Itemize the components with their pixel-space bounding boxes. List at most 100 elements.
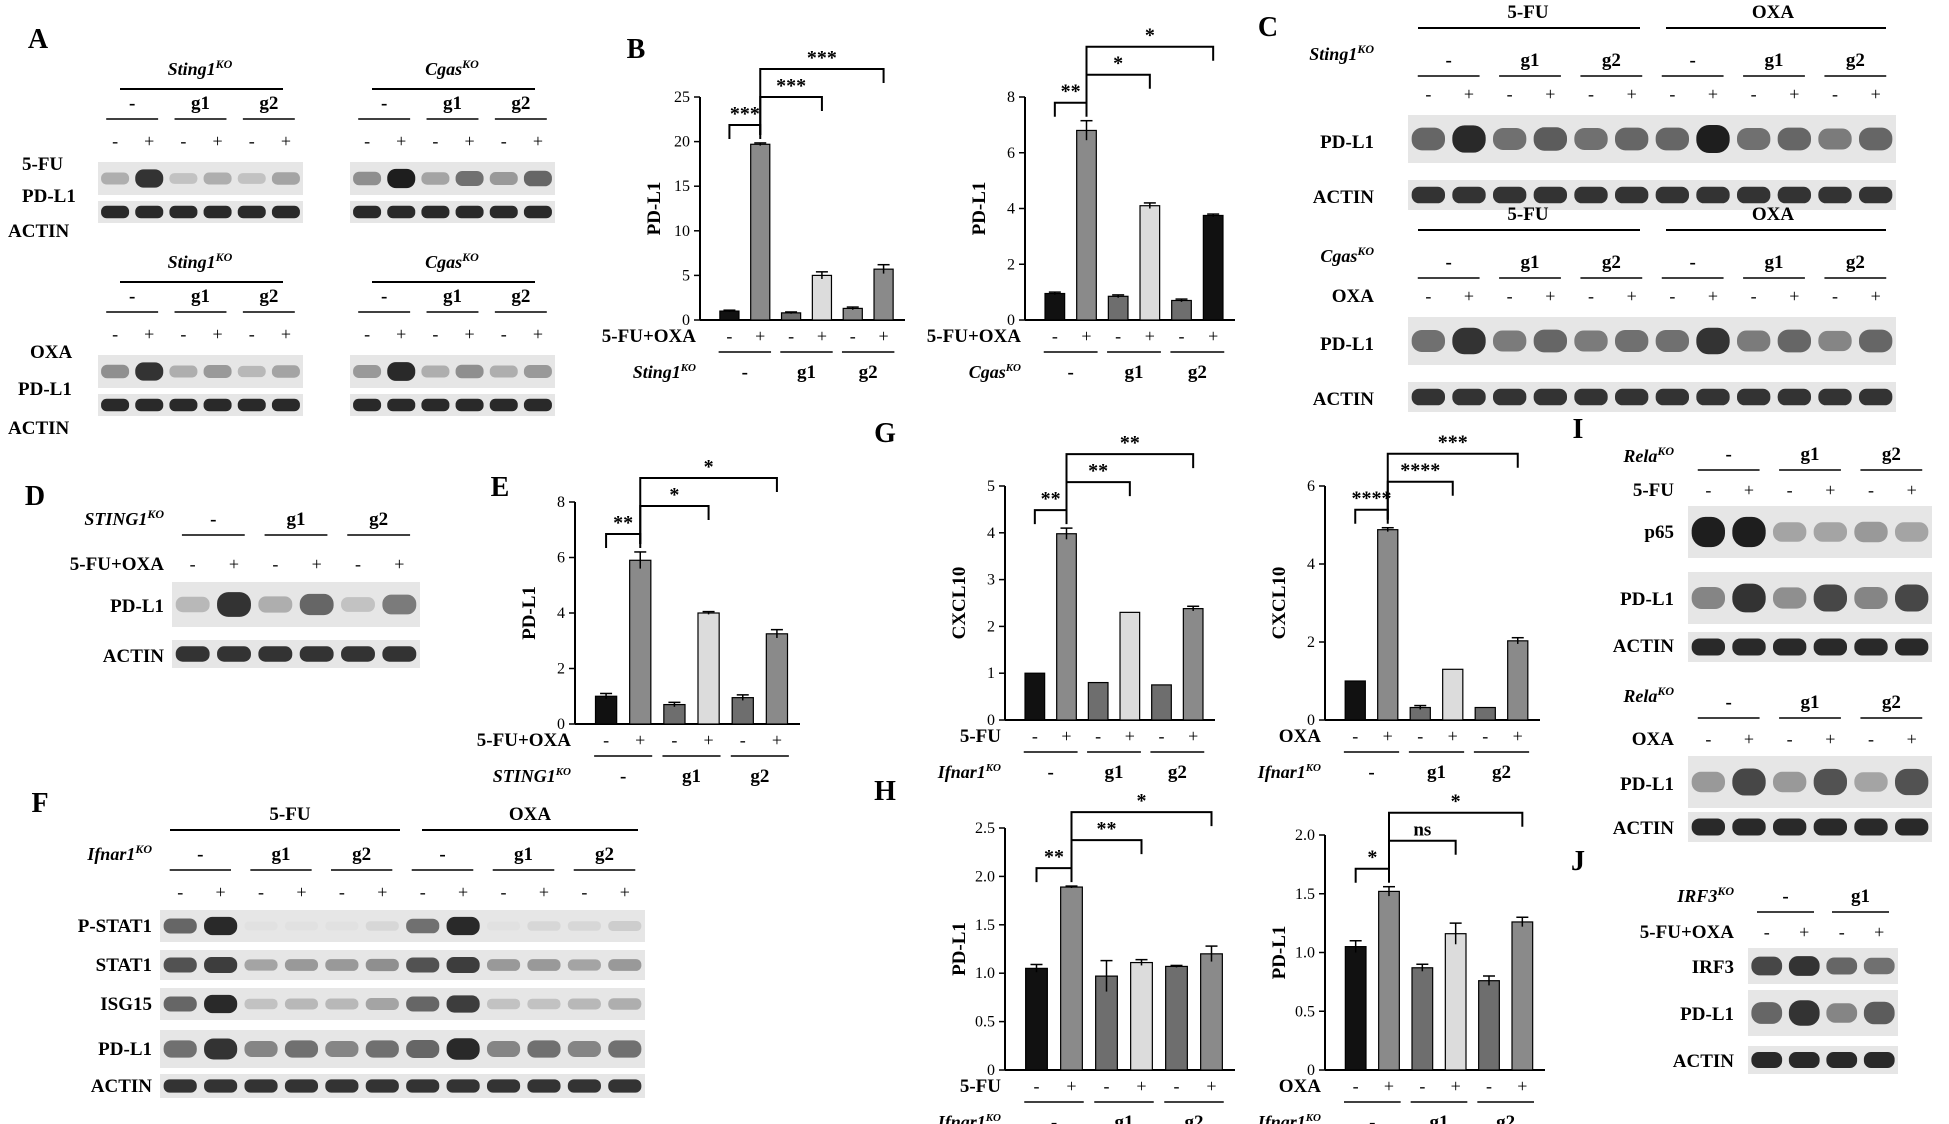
d-treatment-row: - + - + - + bbox=[190, 554, 405, 574]
blot-band bbox=[406, 957, 440, 973]
blot-band bbox=[446, 1038, 480, 1060]
f-knockout-title: Ifnar1KO bbox=[86, 842, 152, 864]
treatment-sign: - bbox=[1832, 84, 1838, 104]
bar bbox=[1411, 967, 1434, 1071]
blot-band bbox=[175, 646, 210, 662]
blot-band bbox=[567, 998, 601, 1010]
treatment-sign: + bbox=[144, 324, 154, 344]
a-cgas-oxa-pdl1-row bbox=[350, 355, 555, 388]
blot-band bbox=[406, 1040, 440, 1058]
a-cgas-oxa-knockout-title: CgasKO bbox=[425, 250, 479, 272]
blot-band bbox=[1736, 186, 1771, 204]
treatment-sign: - bbox=[249, 324, 255, 344]
blot-band bbox=[204, 916, 238, 936]
treatment-sign: - bbox=[1751, 286, 1757, 306]
blot-band bbox=[341, 597, 375, 612]
y-axis-label: PD-L1 bbox=[1269, 926, 1290, 980]
blot-band bbox=[1751, 1052, 1783, 1068]
treatment-sign: - bbox=[249, 131, 255, 151]
blot-band bbox=[1574, 186, 1608, 204]
blot-band bbox=[1813, 638, 1848, 656]
bar bbox=[1060, 886, 1083, 1071]
f-row-3 bbox=[160, 1030, 645, 1068]
bar bbox=[1056, 533, 1077, 721]
bar bbox=[1444, 933, 1467, 1071]
treatment-sign: + bbox=[755, 326, 765, 346]
blot-band bbox=[1492, 128, 1527, 150]
blot-band bbox=[237, 205, 266, 219]
group-label: g2 bbox=[1168, 762, 1187, 783]
blot-band bbox=[1854, 772, 1888, 792]
significance-label: ** bbox=[1061, 81, 1081, 103]
treatment-sign: + bbox=[704, 730, 714, 750]
j-actin-label: ACTIN bbox=[1673, 1051, 1735, 1072]
treatment-sign: - bbox=[1588, 84, 1594, 104]
treatment-sign: + bbox=[1825, 480, 1835, 500]
bar bbox=[1182, 608, 1204, 721]
blot-band bbox=[567, 1079, 601, 1093]
blot-membrane bbox=[350, 355, 555, 388]
treatment-sign: + bbox=[144, 131, 154, 151]
treatment-sign: - bbox=[1159, 726, 1165, 746]
blot-band bbox=[244, 959, 278, 971]
a-sting1-5fu-knockout-title: Sting1KO bbox=[168, 57, 233, 79]
y-tick-label: 0 bbox=[1007, 312, 1015, 329]
blot-band bbox=[489, 205, 518, 219]
y-tick-label: 0 bbox=[1307, 712, 1315, 729]
f-row-label-0: P-STAT1 bbox=[78, 916, 152, 937]
treatment-sign: + bbox=[213, 324, 223, 344]
c-sting1-actin-row bbox=[1408, 180, 1896, 210]
significance-bracket bbox=[1053, 101, 1088, 117]
group-label: g2 bbox=[1185, 1112, 1204, 1124]
treatment-sign: - bbox=[1787, 480, 1793, 500]
treatment-sign: + bbox=[394, 554, 404, 574]
blot-membrane bbox=[98, 355, 303, 388]
blot-membrane bbox=[1688, 812, 1932, 842]
treatment-sign: - bbox=[180, 324, 186, 344]
c-cgas-5fu-group-label: g2 bbox=[1602, 252, 1621, 273]
i2-group-label: - bbox=[1726, 692, 1732, 713]
y-tick-label: 15 bbox=[674, 178, 690, 195]
treatment-sign: + bbox=[1208, 326, 1218, 346]
bar bbox=[1165, 965, 1188, 1071]
bar-chart-H1: 00.51.01.52.02.5PD-L1*****5-FU - + - + - +- g1 g… bbox=[937, 790, 1235, 1124]
blot-band bbox=[237, 173, 266, 184]
bar bbox=[1076, 129, 1097, 321]
y-tick-label: 4 bbox=[1007, 201, 1015, 218]
blot-band bbox=[284, 998, 319, 1010]
significance-label: ns bbox=[1413, 820, 1431, 841]
a-cgas-5fu-knockout-title: CgasKO bbox=[425, 57, 479, 79]
blot-band bbox=[608, 998, 642, 1010]
blot-band bbox=[446, 956, 480, 974]
y-axis-label: CXCL10 bbox=[949, 567, 970, 640]
blot-membrane bbox=[350, 162, 555, 195]
treatment-sign: - bbox=[1868, 480, 1874, 500]
significance-label: *** bbox=[1438, 432, 1468, 454]
a-sting1-5fu-actin-row bbox=[98, 201, 303, 223]
blot-band bbox=[1826, 1003, 1858, 1023]
blot-band bbox=[455, 398, 484, 412]
significance-bracket bbox=[639, 476, 778, 544]
treatment-sign: - bbox=[788, 326, 794, 346]
blot-band bbox=[1894, 522, 1929, 542]
blot-band bbox=[1696, 186, 1730, 204]
significance-bracket bbox=[1386, 452, 1519, 520]
bar bbox=[1087, 681, 1109, 721]
blot-band bbox=[1858, 186, 1893, 204]
blot-band bbox=[237, 365, 266, 378]
i2-treatment-row: - + - + - + bbox=[1705, 729, 1916, 749]
treatment-sign: - bbox=[355, 554, 361, 574]
i-p65-label: p65 bbox=[1644, 522, 1674, 543]
bar bbox=[1130, 961, 1153, 1071]
blot-band bbox=[271, 398, 300, 412]
f-treatment-row: - + - + - + - + - + - + bbox=[177, 882, 630, 902]
blot-band bbox=[353, 398, 382, 412]
c-sting1-oxa-header: OXA bbox=[1752, 2, 1795, 23]
a-cgas-5fu-group-label: g1 bbox=[443, 93, 462, 114]
bar bbox=[719, 310, 740, 321]
significance-bracket bbox=[1085, 45, 1215, 113]
treatment-sign: - bbox=[581, 882, 587, 902]
blot-band bbox=[455, 364, 484, 379]
y-tick-label: 8 bbox=[1007, 89, 1015, 106]
